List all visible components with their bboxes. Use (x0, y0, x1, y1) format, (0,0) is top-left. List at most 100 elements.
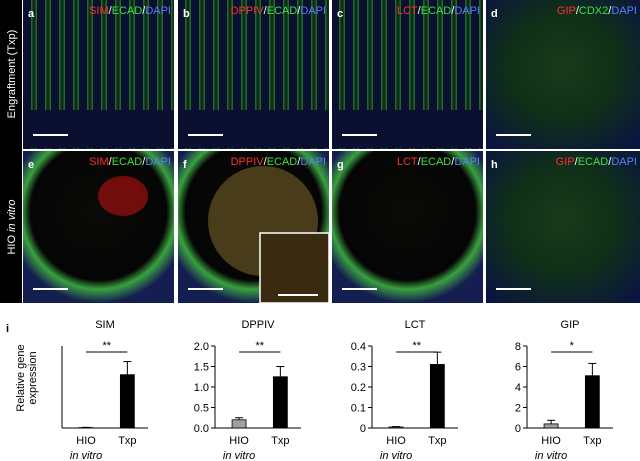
stain-label: LCT/ECAD/DAPI (397, 5, 480, 17)
y-axis-label: Relative gene (15, 344, 27, 411)
stain-name: DAPI (454, 5, 480, 17)
stain-label: GIP/CDX2/DAPI (557, 5, 637, 17)
chart-title: SIM (95, 319, 115, 331)
bar (272, 376, 288, 429)
bar (388, 426, 404, 429)
bar (543, 423, 559, 429)
row-label-main: Engraftment (Txp) (6, 30, 18, 119)
micrograph (486, 0, 640, 149)
row-label-italic: in vitro (6, 199, 18, 231)
stain-name: ECAD (112, 156, 143, 168)
stain-label: SIM/ECAD/DAPI (89, 156, 171, 168)
panel-letter: i (6, 323, 9, 335)
category-note: in vitro (380, 450, 412, 461)
chart-title: LCT (405, 319, 426, 331)
micrograph (178, 0, 329, 149)
separator: / (418, 156, 422, 168)
separator: / (576, 5, 580, 17)
panel-letter: e (28, 159, 34, 171)
y-tick-label: 4 (515, 382, 521, 394)
category-note: in vitro (223, 450, 255, 461)
micrograph (332, 0, 483, 149)
separator: / (142, 156, 146, 168)
chart-title: DPPIV (241, 319, 275, 331)
bar (119, 374, 135, 429)
stain-name: GIP (556, 156, 575, 168)
separator: / (297, 5, 301, 17)
separator: / (418, 5, 422, 17)
panel-letter: g (337, 159, 344, 171)
y-tick-label: 0 (515, 423, 521, 435)
significance: ** (412, 340, 421, 352)
y-tick-label: 0.1 (351, 403, 366, 415)
y-tick-label: 1.5 (194, 362, 209, 374)
y-tick-label: 2 (515, 403, 521, 415)
stain-label: DPPIV/ECAD/DAPI (231, 156, 326, 168)
row-label-strip (0, 0, 22, 303)
panel-letter: b (183, 8, 190, 20)
signal (98, 176, 148, 216)
separator: / (451, 5, 455, 17)
separator: / (109, 5, 113, 17)
stain-name: ECAD (112, 5, 143, 17)
x-tick-label: Txp (428, 435, 446, 447)
x-tick-label: Txp (118, 435, 136, 447)
significance: ** (255, 340, 264, 352)
x-tick-label: HIO (76, 435, 96, 447)
stain-name: DPPIV (231, 5, 265, 17)
inset (259, 232, 330, 304)
separator: / (109, 156, 113, 168)
panel-letter: c (337, 8, 343, 20)
separator: / (608, 5, 612, 17)
stain-name: DAPI (145, 156, 171, 168)
y-tick-label: 0.2 (351, 382, 366, 394)
row-label: Engraftment (Txp) (6, 30, 18, 119)
row-label: HIO in vitro (6, 199, 18, 254)
micrograph (486, 151, 640, 303)
panel-letter: f (183, 159, 187, 171)
stain-name: DAPI (611, 156, 637, 168)
separator: / (297, 156, 301, 168)
stain-name: ECAD (267, 156, 298, 168)
stain-name: LCT (397, 156, 418, 168)
y-axis-label: expression (27, 351, 39, 404)
x-tick-label: Txp (271, 435, 289, 447)
stain-name: SIM (89, 156, 109, 168)
bar (231, 419, 247, 429)
panel-letter: a (28, 8, 35, 20)
stain-name: DAPI (611, 5, 637, 17)
stain-name: GIP (557, 5, 576, 17)
separator: / (264, 156, 268, 168)
stain-name: ECAD (578, 156, 609, 168)
x-tick-label: HIO (229, 435, 249, 447)
y-tick-label: 0.4 (351, 341, 366, 353)
y-tick-label: 0.0 (194, 423, 209, 435)
y-tick-label: 0.3 (351, 362, 366, 374)
separator: / (142, 5, 146, 17)
significance: * (570, 340, 575, 352)
stain-name: DPPIV (231, 156, 265, 168)
category-note: in vitro (70, 450, 102, 461)
micrograph (332, 151, 483, 303)
stain-name: ECAD (267, 5, 298, 17)
y-tick-label: 0 (360, 423, 366, 435)
category-note: in vitro (535, 450, 567, 461)
stain-label: GIP/ECAD/DAPI (556, 156, 637, 168)
stain-name: ECAD (421, 156, 452, 168)
panel-letter: d (491, 8, 498, 20)
micrograph (23, 0, 174, 149)
stain-name: ECAD (421, 5, 452, 17)
panel-letter: h (491, 159, 498, 171)
separator: / (451, 156, 455, 168)
x-tick-label: HIO (386, 435, 406, 447)
chart-title: GIP (561, 319, 580, 331)
stain-label: DPPIV/ECAD/DAPI (231, 5, 326, 17)
separator: / (264, 5, 268, 17)
stain-name: LCT (397, 5, 418, 17)
significance: ** (102, 340, 111, 352)
stain-name: DAPI (145, 5, 171, 17)
stain-name: DAPI (300, 156, 326, 168)
separator: / (608, 156, 612, 168)
stain-name: SIM (89, 5, 109, 17)
